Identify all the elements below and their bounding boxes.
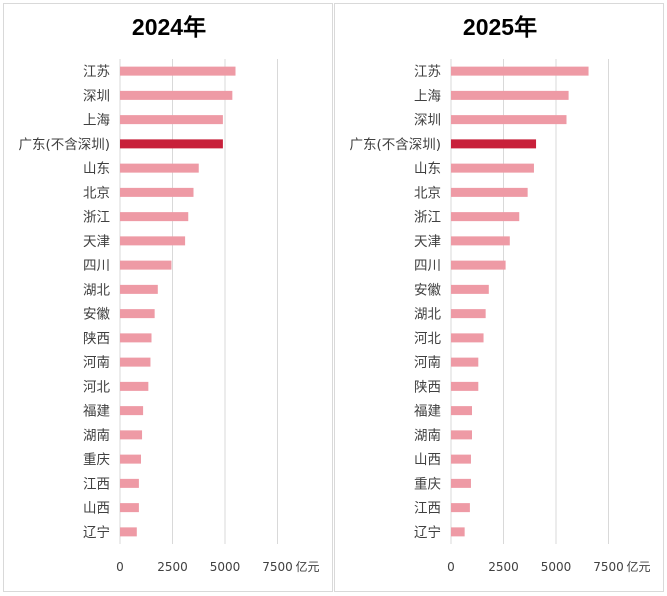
bar [451, 381, 479, 391]
category-label: 福建 [414, 404, 441, 420]
bar [120, 430, 143, 440]
category-label: 江苏 [414, 64, 441, 80]
bar [451, 333, 484, 343]
bar [451, 309, 486, 319]
bar [451, 406, 472, 416]
category-label: 山西 [83, 501, 110, 517]
bar [120, 478, 139, 488]
unit-label: 亿元 [296, 559, 320, 574]
bar [120, 406, 144, 416]
bar [120, 333, 152, 343]
bar [451, 430, 472, 440]
x-tick-label: 5000 [541, 560, 572, 574]
category-label: 湖北 [414, 307, 441, 323]
category-label: 江西 [83, 476, 110, 492]
category-label: 河南 [414, 355, 441, 371]
bar [120, 90, 233, 100]
bar [451, 236, 510, 246]
category-label: 河南 [83, 355, 110, 371]
bar [120, 212, 189, 222]
bar [120, 115, 223, 125]
bar [451, 527, 465, 537]
bar [120, 260, 172, 270]
bar [120, 187, 194, 197]
bar [120, 503, 139, 513]
category-label: 江西 [414, 501, 441, 517]
category-label: 浙江 [83, 210, 110, 226]
x-tick-label: 7500 [262, 560, 293, 574]
bar [451, 357, 479, 367]
unit-label: 亿元 [627, 559, 651, 574]
bar [451, 503, 470, 513]
bar [120, 454, 141, 464]
bar [120, 527, 137, 537]
chart-panel-2025: 2025年江苏上海深圳广东(不含深圳) 山东北京浙江天津四川安徽湖北河北河南陕西福… [334, 3, 664, 592]
category-label: 深圳 [83, 88, 110, 104]
x-tick-label: 5000 [210, 560, 241, 574]
category-label: 陕西 [83, 331, 110, 347]
x-tick-label: 0 [447, 560, 455, 574]
bar [120, 66, 236, 76]
category-label: 上海 [83, 113, 110, 129]
bar [451, 260, 506, 270]
chart-title: 2024年 [132, 14, 206, 40]
category-label: 北京 [414, 185, 441, 201]
bar [120, 284, 158, 294]
bar [120, 236, 186, 246]
bar [120, 163, 199, 173]
chart-title: 2025年 [463, 14, 537, 40]
bar [451, 66, 589, 76]
x-tick-label: 2500 [488, 560, 519, 574]
bar [451, 115, 567, 125]
bar [451, 163, 534, 173]
bar [120, 309, 155, 319]
category-label: 陕西 [414, 379, 441, 395]
category-label: 四川 [83, 258, 110, 274]
bar [451, 454, 471, 464]
category-label: 天津 [83, 234, 110, 250]
category-label: 广东(不含深圳) [349, 137, 441, 153]
category-label: 天津 [414, 234, 441, 250]
category-label: 北京 [83, 185, 110, 201]
category-label: 湖南 [83, 428, 110, 444]
category-label: 江苏 [83, 64, 110, 80]
chart-panel-2024: 2024年江苏深圳上海广东(不含深圳) 山东北京浙江天津四川湖北安徽陕西河南河北福… [3, 3, 333, 592]
category-label: 河北 [414, 331, 441, 347]
bar [451, 139, 537, 149]
bar [451, 478, 471, 488]
bar [451, 284, 489, 294]
category-label: 山东 [83, 161, 110, 177]
category-label: 安徽 [83, 307, 110, 323]
category-label: 四川 [414, 258, 441, 274]
bar [120, 139, 223, 149]
category-label: 河北 [83, 379, 110, 395]
bar [451, 187, 528, 197]
x-tick-label: 7500 [593, 560, 624, 574]
category-label: 福建 [83, 404, 110, 420]
category-label: 山东 [414, 161, 441, 177]
category-label: 辽宁 [83, 524, 110, 541]
bar [120, 381, 149, 391]
x-tick-label: 2500 [157, 560, 188, 574]
bar [120, 357, 151, 367]
category-label: 辽宁 [414, 524, 441, 541]
category-label: 湖北 [83, 282, 110, 298]
category-label: 浙江 [414, 210, 441, 226]
category-label: 上海 [414, 88, 441, 104]
bar [451, 212, 520, 222]
category-label: 重庆 [83, 452, 110, 468]
category-label: 广东(不含深圳) [18, 137, 110, 153]
category-label: 深圳 [414, 113, 441, 129]
bar [451, 90, 569, 100]
category-label: 重庆 [414, 476, 441, 492]
x-tick-label: 0 [116, 560, 124, 574]
category-label: 安徽 [414, 282, 441, 298]
category-label: 湖南 [414, 428, 441, 444]
category-label: 山西 [414, 452, 441, 468]
